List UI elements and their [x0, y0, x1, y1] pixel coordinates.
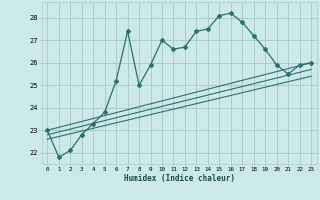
X-axis label: Humidex (Indice chaleur): Humidex (Indice chaleur) [124, 174, 235, 183]
